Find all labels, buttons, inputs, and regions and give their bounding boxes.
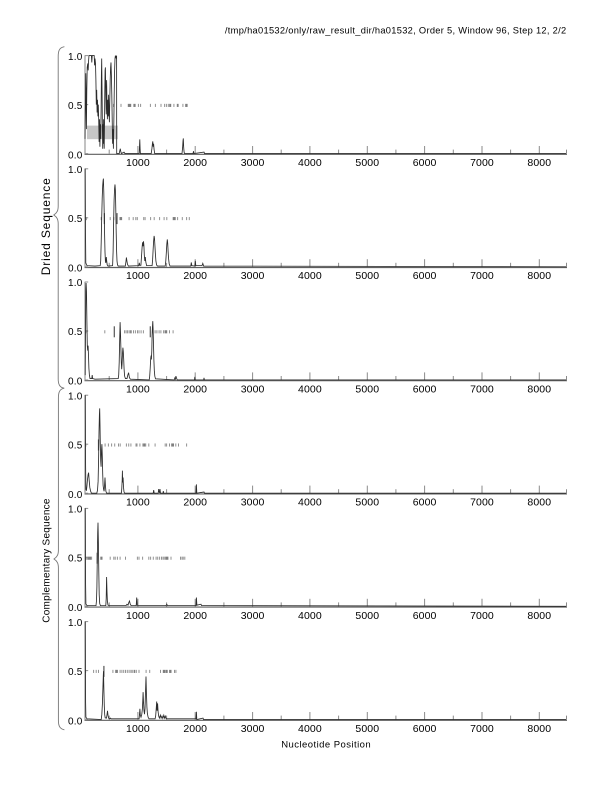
svg-text:4000: 4000 — [298, 383, 322, 395]
svg-text:6000: 6000 — [413, 383, 437, 395]
svg-text:1000: 1000 — [126, 610, 150, 622]
svg-text:Complementary Sequence: Complementary Sequence — [41, 498, 52, 623]
svg-text:4000: 4000 — [298, 723, 322, 735]
svg-text:0.0: 0.0 — [68, 377, 83, 388]
svg-text:6000: 6000 — [413, 723, 437, 735]
svg-text:5000: 5000 — [355, 723, 379, 735]
svg-text:0.5: 0.5 — [68, 214, 83, 225]
svg-text:1.0: 1.0 — [68, 52, 83, 63]
svg-text:8000: 8000 — [527, 723, 551, 735]
svg-text:8000: 8000 — [527, 497, 551, 509]
svg-text:0.0: 0.0 — [68, 490, 83, 501]
svg-text:0.0: 0.0 — [68, 716, 83, 727]
svg-text:1000: 1000 — [126, 723, 150, 735]
svg-text:6000: 6000 — [413, 497, 437, 509]
svg-text:0.5: 0.5 — [68, 101, 83, 112]
svg-text:3000: 3000 — [241, 270, 265, 282]
svg-text:4000: 4000 — [298, 497, 322, 509]
svg-text:7000: 7000 — [470, 497, 494, 509]
svg-text:0.5: 0.5 — [68, 440, 83, 451]
svg-text:3000: 3000 — [241, 723, 265, 735]
svg-text:1.0: 1.0 — [68, 505, 83, 516]
svg-text:5000: 5000 — [355, 270, 379, 282]
svg-text:5000: 5000 — [355, 157, 379, 169]
svg-text:6000: 6000 — [413, 270, 437, 282]
svg-text:5000: 5000 — [355, 497, 379, 509]
svg-text:1000: 1000 — [126, 497, 150, 509]
svg-text:0.5: 0.5 — [68, 554, 83, 565]
svg-text:2000: 2000 — [183, 497, 207, 509]
svg-text:3000: 3000 — [241, 610, 265, 622]
svg-text:1000: 1000 — [126, 157, 150, 169]
svg-text:5000: 5000 — [355, 610, 379, 622]
svg-text:2000: 2000 — [183, 270, 207, 282]
svg-text:0.5: 0.5 — [68, 327, 83, 338]
svg-text:0.0: 0.0 — [68, 603, 83, 614]
svg-text:2000: 2000 — [183, 383, 207, 395]
svg-text:7000: 7000 — [470, 723, 494, 735]
svg-text:8000: 8000 — [527, 383, 551, 395]
svg-text:0.5: 0.5 — [68, 667, 83, 678]
svg-text:4000: 4000 — [298, 610, 322, 622]
svg-text:/tmp/ha01532/only/raw_result_d: /tmp/ha01532/only/raw_result_dir/ha01532… — [225, 26, 567, 36]
svg-text:8000: 8000 — [527, 610, 551, 622]
svg-text:Nucleotide Position: Nucleotide Position — [281, 740, 371, 751]
svg-text:3000: 3000 — [241, 157, 265, 169]
svg-text:3000: 3000 — [241, 383, 265, 395]
svg-text:4000: 4000 — [298, 270, 322, 282]
svg-text:2000: 2000 — [183, 723, 207, 735]
svg-text:7000: 7000 — [470, 383, 494, 395]
svg-text:8000: 8000 — [527, 270, 551, 282]
svg-text:4000: 4000 — [298, 157, 322, 169]
svg-text:1.0: 1.0 — [68, 618, 83, 629]
svg-text:7000: 7000 — [470, 610, 494, 622]
svg-text:1000: 1000 — [126, 270, 150, 282]
svg-text:0.0: 0.0 — [68, 150, 83, 161]
svg-text:6000: 6000 — [413, 157, 437, 169]
svg-text:2000: 2000 — [183, 157, 207, 169]
svg-text:0.0: 0.0 — [68, 264, 83, 275]
svg-text:7000: 7000 — [470, 270, 494, 282]
svg-text:1.0: 1.0 — [68, 278, 83, 289]
svg-text:5000: 5000 — [355, 383, 379, 395]
svg-text:1000: 1000 — [126, 383, 150, 395]
svg-text:1.0: 1.0 — [68, 165, 83, 176]
svg-text:1.0: 1.0 — [68, 391, 83, 402]
svg-text:6000: 6000 — [413, 610, 437, 622]
svg-text:3000: 3000 — [241, 497, 265, 509]
svg-text:8000: 8000 — [527, 157, 551, 169]
svg-text:2000: 2000 — [183, 610, 207, 622]
svg-text:Dried Sequence: Dried Sequence — [39, 177, 53, 275]
svg-text:7000: 7000 — [470, 157, 494, 169]
